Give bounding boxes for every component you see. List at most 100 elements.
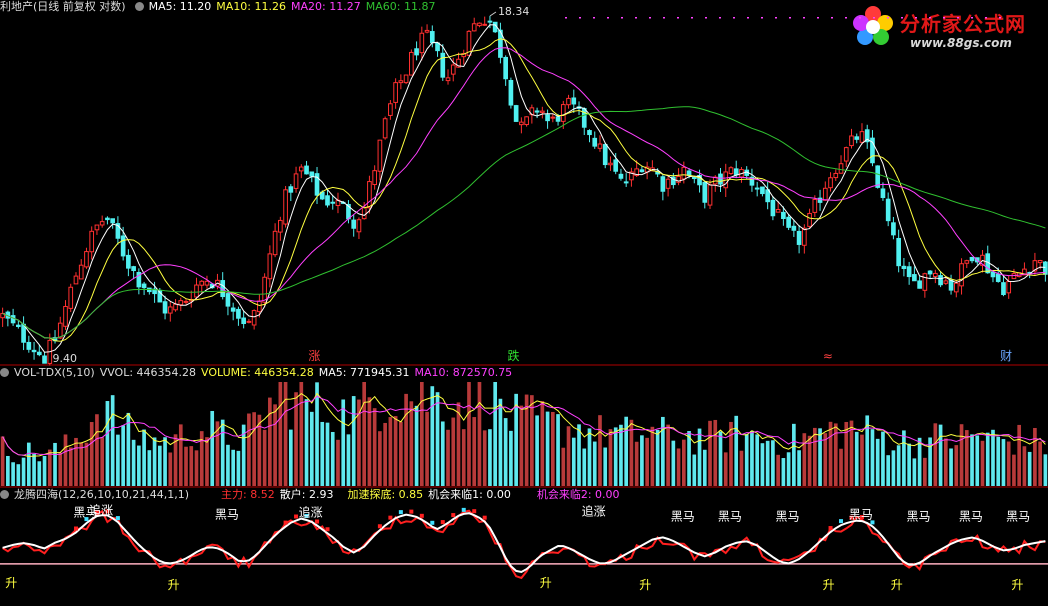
volume-bar bbox=[655, 429, 660, 486]
highlight-dot bbox=[733, 17, 735, 19]
candle-body bbox=[854, 136, 860, 140]
candle-body bbox=[372, 170, 377, 186]
volume-bar bbox=[592, 441, 597, 486]
highlight-dot bbox=[747, 17, 749, 19]
volume-bar bbox=[79, 442, 84, 486]
highlight-dot bbox=[635, 17, 637, 19]
price-candle bbox=[995, 267, 1001, 283]
highlight-dot bbox=[663, 17, 665, 19]
volume-bar bbox=[566, 426, 571, 486]
volume-bar bbox=[58, 452, 63, 486]
candle-body bbox=[178, 300, 184, 306]
volume-bar bbox=[283, 382, 288, 486]
low-price-label: 9.40 bbox=[53, 352, 78, 365]
candle-body bbox=[964, 260, 970, 264]
price-candle bbox=[1022, 262, 1027, 276]
volume-bar bbox=[781, 458, 786, 486]
volume-bar bbox=[435, 392, 440, 486]
price-candle bbox=[985, 245, 991, 274]
candle-body bbox=[576, 106, 582, 109]
candle-body bbox=[697, 174, 702, 186]
volume-bar bbox=[702, 449, 707, 486]
signal-block bbox=[409, 509, 414, 514]
candle-body bbox=[781, 211, 786, 219]
price-candle bbox=[786, 214, 791, 231]
signal-label: 黑马 bbox=[849, 508, 873, 522]
candle-body bbox=[812, 198, 818, 213]
candle-body bbox=[120, 235, 126, 257]
volume-bar bbox=[236, 450, 241, 486]
zhuli-line bbox=[2, 509, 1046, 580]
candle-body bbox=[592, 137, 598, 147]
price-candle bbox=[498, 22, 503, 64]
signal-block bbox=[73, 526, 78, 531]
signal-block bbox=[482, 515, 487, 520]
candle-body bbox=[822, 187, 828, 201]
volume-bar bbox=[896, 445, 901, 486]
candle-body bbox=[105, 217, 110, 221]
price-candle bbox=[110, 218, 115, 229]
volume-bar bbox=[923, 457, 927, 486]
indicator-toggle-icon[interactable] bbox=[0, 490, 9, 499]
candle-body bbox=[89, 230, 95, 253]
indicator-jihui2-value: 机会来临2: 0.00 bbox=[536, 488, 620, 501]
candle-body bbox=[775, 208, 781, 213]
volume-bar bbox=[168, 452, 173, 486]
volume-bar bbox=[357, 399, 361, 486]
volume-bar bbox=[550, 411, 555, 486]
candle-body bbox=[73, 275, 79, 285]
signal-label: 黑马 bbox=[718, 509, 742, 523]
site-watermark: 分析家公式网 www.88gs.com bbox=[850, 4, 1040, 56]
signal-block bbox=[849, 515, 854, 520]
price-candle bbox=[188, 290, 194, 308]
price-candle bbox=[749, 168, 755, 192]
volume-toggle-icon[interactable] bbox=[0, 368, 9, 377]
price-candle bbox=[141, 281, 147, 296]
volume-bar bbox=[1022, 446, 1027, 486]
volume-bar bbox=[739, 450, 744, 486]
highlight-dot bbox=[761, 17, 763, 19]
price-candle bbox=[540, 106, 545, 119]
price-candle bbox=[712, 175, 718, 192]
candle-body bbox=[802, 227, 807, 246]
candle-body bbox=[471, 23, 477, 32]
volume-bar bbox=[1001, 439, 1006, 486]
price-ma10-value: MA10: 11.26 bbox=[216, 0, 287, 13]
price-candle bbox=[89, 226, 95, 260]
volume-bar bbox=[891, 450, 896, 486]
signal-label: 升 bbox=[639, 578, 651, 592]
volume-bar bbox=[750, 430, 754, 486]
volume-bar bbox=[524, 394, 529, 486]
candle-body bbox=[409, 51, 414, 76]
volume-bar bbox=[807, 435, 812, 486]
price-candle bbox=[461, 49, 467, 65]
price-candle bbox=[906, 261, 912, 285]
candle-body bbox=[1001, 282, 1006, 296]
price-candle bbox=[980, 249, 985, 273]
price-candle bbox=[94, 224, 100, 235]
price-candle bbox=[57, 316, 63, 340]
volume-bar bbox=[53, 442, 57, 486]
price-candle bbox=[456, 52, 461, 68]
candle-body bbox=[52, 337, 58, 342]
collapse-toggle-icon[interactable] bbox=[134, 2, 144, 11]
signal-label: 升 bbox=[168, 578, 180, 592]
candle-body bbox=[948, 279, 954, 291]
volume-bar bbox=[16, 464, 21, 486]
price-candle bbox=[262, 273, 267, 307]
volume-bar bbox=[205, 437, 209, 486]
price-candle bbox=[178, 297, 184, 312]
candle-body bbox=[141, 283, 147, 289]
price-candle bbox=[870, 130, 875, 167]
price-candle bbox=[681, 161, 687, 184]
candle-body bbox=[450, 64, 456, 75]
price-candle bbox=[10, 308, 16, 326]
volume-bar bbox=[503, 418, 508, 486]
volume-bar bbox=[116, 434, 120, 486]
price-candle bbox=[718, 167, 723, 192]
volume-bar bbox=[37, 461, 42, 486]
price-ma5-value: MA5: 11.20 bbox=[148, 0, 212, 13]
volume-bar bbox=[152, 437, 157, 486]
volume-bar bbox=[95, 414, 99, 486]
